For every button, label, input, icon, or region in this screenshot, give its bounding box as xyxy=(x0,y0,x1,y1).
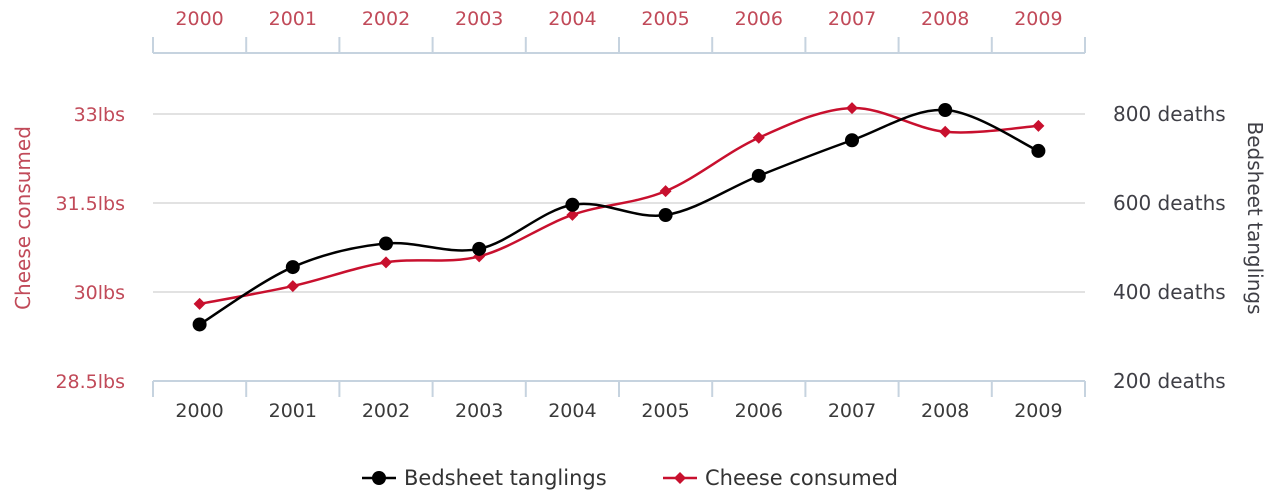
top-tick-label: 2000 xyxy=(175,8,223,30)
right-tick-label: 200 deaths xyxy=(1113,369,1226,393)
top-tick-label: 2007 xyxy=(828,8,876,30)
top-tick-label: 2009 xyxy=(1014,8,1062,30)
bedsheet-tanglings-point xyxy=(379,236,393,251)
legend-marker-bedsheet-tanglings xyxy=(372,471,386,485)
bedsheet-tanglings-point xyxy=(472,241,487,256)
bottom-tick-label: 2002 xyxy=(362,400,410,422)
left-tick-label: 28.5lbs xyxy=(55,371,125,393)
cheese-consumed-point xyxy=(1032,119,1045,132)
top-tick-label: 2003 xyxy=(455,8,503,30)
legend-label-bedsheet-tanglings: Bedsheet tanglings xyxy=(404,466,607,490)
bottom-tick-label: 2004 xyxy=(548,400,596,422)
right-tick-label: 800 deaths xyxy=(1113,102,1226,126)
bedsheet-tanglings-point xyxy=(565,197,580,212)
cheese-consumed-line xyxy=(199,106,1039,306)
right-tick-label: 400 deaths xyxy=(1113,280,1226,304)
top-tick-label: 2004 xyxy=(548,8,596,30)
right-y-axis: Bedsheet tanglings 200 deaths 400 deaths 6… xyxy=(1113,102,1267,393)
bottom-tick-label: 2009 xyxy=(1014,400,1062,422)
legend-label-cheese-consumed: Cheese consumed xyxy=(705,466,898,490)
left-tick-label: 31.5lbs xyxy=(55,193,125,215)
bottom-tick-label: 2008 xyxy=(921,400,969,422)
bottom-x-axis: 2000 2001 2002 2003 2004 2005 2006 2007 2008 2009 xyxy=(152,380,1086,422)
left-tick-label: 33lbs xyxy=(74,104,125,126)
cheese-consumed-point xyxy=(286,280,299,293)
cheese-consumed-point xyxy=(380,256,392,269)
top-x-axis: 2000 2001 2002 2003 2004 2005 2006 2007 2008 2009 xyxy=(152,8,1086,54)
bottom-tick-label: 2000 xyxy=(175,400,223,422)
top-tick-label: 2001 xyxy=(269,8,317,30)
top-tick-label: 2008 xyxy=(921,8,969,30)
cheese-consumed-point xyxy=(193,297,206,310)
bedsheet-tanglings-point xyxy=(1031,143,1046,158)
left-axis-title: Cheese consumed xyxy=(11,126,35,310)
cheese-consumed-point xyxy=(939,125,952,138)
cheese-consumed-point xyxy=(846,102,858,115)
cheese-consumed-point xyxy=(566,208,579,221)
bedsheet-tanglings-point xyxy=(845,133,859,148)
bedsheet-tanglings-point xyxy=(285,260,300,275)
bedsheet-tanglings-point xyxy=(938,102,953,117)
cheese-consumed-point xyxy=(752,131,765,144)
right-axis-title: Bedsheet tanglings xyxy=(1243,122,1267,315)
bedsheet-tanglings-line xyxy=(198,108,1039,326)
series-layer xyxy=(192,102,1046,332)
top-tick-label: 2002 xyxy=(362,8,410,30)
bottom-tick-label: 2003 xyxy=(455,400,503,422)
bottom-tick-label: 2001 xyxy=(269,400,317,422)
bedsheet-tanglings-point xyxy=(192,317,207,332)
bottom-tick-label: 2005 xyxy=(641,400,689,422)
bedsheet-tanglings-point xyxy=(751,168,766,183)
bottom-tick-label: 2006 xyxy=(735,400,783,422)
left-tick-label: 30lbs xyxy=(74,282,125,304)
bottom-tick-label: 2007 xyxy=(828,400,876,422)
legend: Bedsheet tanglings Cheese consumed xyxy=(362,466,898,490)
bedsheet-tanglings-point xyxy=(658,208,673,223)
cheese-consumed-point xyxy=(659,185,672,198)
left-y-axis: Cheese consumed 28.5lbs 30lbs 31.5lbs 33lbs xyxy=(11,104,125,393)
top-tick-label: 2006 xyxy=(735,8,783,30)
top-tick-label: 2005 xyxy=(641,8,689,30)
legend-marker-cheese-consumed xyxy=(674,472,686,484)
right-tick-label: 600 deaths xyxy=(1113,191,1226,215)
